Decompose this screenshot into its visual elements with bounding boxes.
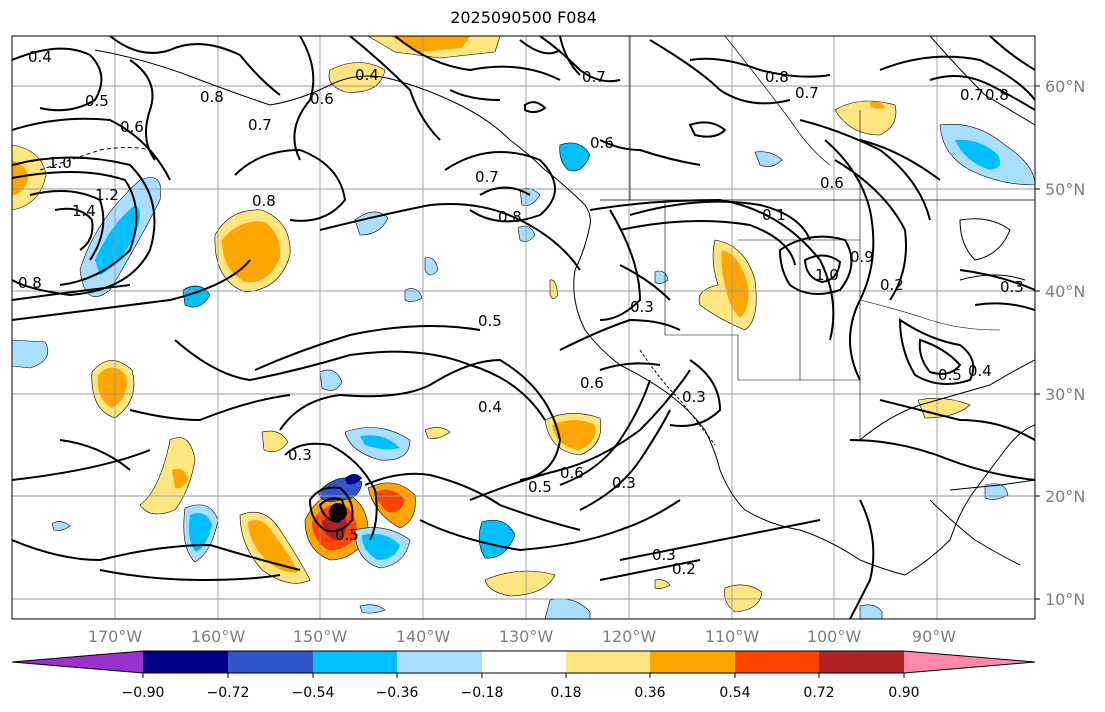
contour-label: 0.7: [475, 168, 499, 186]
colorbar-tick-label: 0.54: [719, 685, 750, 701]
colorbar-segment: [397, 651, 482, 673]
colorbar-tick-label: −0.54: [292, 685, 335, 701]
contour-label: 0.5: [478, 312, 502, 330]
contour-label: 0.3: [630, 298, 654, 316]
colorbar-segment: [735, 651, 819, 673]
longitude-axis: 170°W 160°W 150°W 140°W 130°W 120°W 110°…: [88, 627, 956, 646]
colorbar-tick-label: 0.36: [634, 685, 665, 701]
lat-label: 50°N: [1045, 180, 1085, 199]
lat-label: 10°N: [1045, 590, 1085, 609]
contour-label: 1.2: [95, 186, 119, 204]
lon-label: 130°W: [499, 627, 554, 646]
plot-frame: [11, 35, 1036, 620]
colorbar-segment: [650, 651, 735, 673]
contour-label: 0.3: [682, 388, 706, 406]
lon-label: 140°W: [396, 627, 451, 646]
contour-label: 0.5: [85, 92, 109, 110]
contour-label: 0.6: [580, 374, 604, 392]
contour-label: 0.4: [28, 48, 52, 66]
colorbar-tick-label: −0.72: [207, 685, 250, 701]
contour-label: 0.7: [960, 86, 984, 104]
contour-label: 0.5: [528, 478, 552, 496]
contour-label: 0.6: [120, 118, 144, 136]
contour-label: 0.4: [968, 362, 992, 380]
colorbar-segment: [566, 651, 650, 673]
lon-label: 90°W: [912, 627, 956, 646]
contour-label: 0.8: [765, 68, 789, 86]
colorbar-tick-label: −0.36: [376, 685, 419, 701]
colorbar-tick-label: −0.18: [461, 685, 504, 701]
colorbar-tick-labels: −0.90 −0.72 −0.54 −0.36 −0.18 0.18 0.36 …: [122, 685, 920, 701]
coastlines: [39, 36, 1035, 576]
contour-label: 0.8: [200, 88, 224, 106]
contour-lines: [12, 36, 1035, 619]
lon-label: 110°W: [705, 627, 760, 646]
colorbar-tick-label: 0.90: [888, 685, 919, 701]
contour-label: 0.7: [582, 68, 606, 86]
lat-label: 40°N: [1045, 282, 1085, 301]
contour-label: 0.8: [985, 86, 1009, 104]
colorbar-tick-label: 0.18: [550, 685, 581, 701]
colorbar-segment: [819, 651, 904, 673]
lon-label: 170°W: [88, 627, 143, 646]
latitude-axis: 60°N 50°N 40°N 30°N 20°N 10°N: [1035, 77, 1085, 609]
colorbar-extension-high: [904, 651, 1035, 673]
contour-label: 0.4: [478, 398, 502, 416]
contour-label: 0.6: [310, 90, 334, 108]
contour-label: 0.2: [672, 560, 696, 578]
lat-label: 30°N: [1045, 385, 1085, 404]
lon-label: 150°W: [293, 627, 348, 646]
contour-label: 0.6: [590, 134, 614, 152]
contour-label: 1.4: [72, 202, 96, 220]
contour-label: 0.3: [612, 474, 636, 492]
contour-label: 0.3: [288, 446, 312, 464]
colorbar-segment: [143, 651, 228, 673]
contour-label: 0.3: [1000, 278, 1024, 296]
contour-label: 0.7: [248, 116, 272, 134]
contour-label: 0.9: [850, 248, 874, 266]
contour-label: 0.2: [880, 276, 904, 294]
contour-label: 1.0: [48, 154, 72, 172]
lat-label: 20°N: [1045, 487, 1085, 506]
colorbar-tick-label: 0.72: [803, 685, 834, 701]
contour-label: 0.5: [335, 526, 359, 544]
contour-label: 0.5: [938, 366, 962, 384]
colorbar-segment: [482, 651, 566, 673]
map-title: 2025090500 F084: [450, 8, 597, 27]
contour-label: 0.8: [498, 208, 522, 226]
contour-label: 1.0: [815, 266, 839, 284]
contour-label: 0.1: [762, 206, 786, 224]
contour-label: 0.8: [252, 192, 276, 210]
lon-label: 160°W: [191, 627, 246, 646]
contour-label: 0.6: [820, 174, 844, 192]
lon-label: 120°W: [602, 627, 657, 646]
contour-label: 0.3: [652, 546, 676, 564]
contour-label: 0.6: [560, 464, 584, 482]
colorbar-extension-low: [12, 651, 143, 673]
colorbar-tick-label: −0.90: [122, 685, 165, 701]
contour-label-group: 0.4 0.5 0.6 0.8 1.0 1.2 1.4 0.7 0.8 0.5 …: [18, 48, 1024, 578]
lon-label: 100°W: [807, 627, 862, 646]
colorbar-segment: [313, 651, 397, 673]
colorbar-segment: [228, 651, 313, 673]
lat-label: 60°N: [1045, 77, 1085, 96]
contour-label: 0.8: [18, 274, 42, 292]
storm-center-marker: [329, 503, 347, 521]
colorbar: [11, 650, 1036, 678]
contour-label: 0.4: [355, 66, 379, 84]
contour-label: 0.7: [795, 84, 819, 102]
